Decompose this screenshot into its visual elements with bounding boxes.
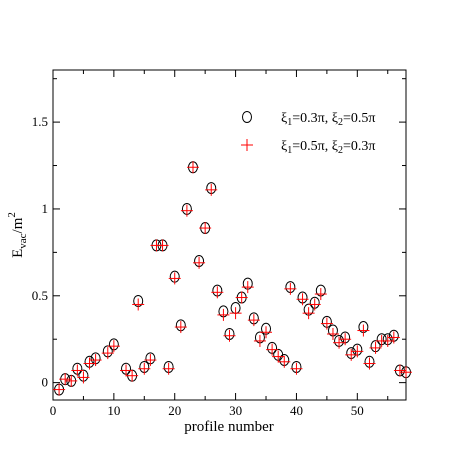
data-point-plus: [205, 183, 218, 196]
legend-1-sub-b: 2: [338, 117, 343, 128]
data-point-plus: [272, 350, 285, 363]
data-point-plus: [351, 345, 364, 358]
y-tick-label: 1.5: [32, 114, 48, 129]
data-point-plus: [302, 307, 315, 320]
data-point-plus: [320, 317, 333, 330]
data-point-plus: [211, 286, 224, 299]
x-tick-label: 10: [107, 403, 120, 418]
x-tick-label: 0: [50, 403, 57, 418]
y-tick-label: 1: [42, 201, 49, 216]
y-tick-label: 0.5: [32, 288, 48, 303]
y-tick-label: 0: [42, 375, 49, 390]
legend-label-series-1: ξ1=0.3π, ξ2=0.5π: [281, 111, 375, 128]
data-point-plus: [339, 333, 352, 346]
data-point-plus: [180, 204, 193, 217]
axis-ticks: 0 10 20 30 40 50 0 0.5 1 1.5: [32, 70, 406, 418]
data-point-plus: [260, 326, 273, 339]
data-points: [53, 161, 412, 396]
data-point-plus: [247, 314, 260, 327]
legend-label-series-2: ξ1=0.5π, ξ2=0.3π: [281, 139, 375, 156]
data-point-plus: [174, 321, 187, 334]
data-point-plus: [308, 298, 321, 311]
data-point-plus: [290, 362, 303, 375]
legend-marker-plus: [241, 139, 253, 151]
data-point-plus: [235, 291, 248, 304]
legend-marker-circle: [242, 111, 252, 123]
data-point-plus: [296, 293, 309, 306]
legend-1-part-c: =0.5π: [343, 111, 375, 126]
x-tick-label: 20: [168, 403, 181, 418]
plot-frame: [52, 69, 407, 401]
data-point-plus: [83, 357, 96, 370]
data-point-plus: [381, 334, 394, 347]
legend-2-part-b: =0.5π, ξ: [292, 139, 338, 154]
y-axis-label-main: E: [10, 249, 26, 258]
legend-2-sub-a: 1: [287, 145, 292, 156]
legend-1-part-a: ξ: [281, 111, 287, 126]
data-point-plus: [363, 357, 376, 370]
data-point-plus: [333, 336, 346, 349]
data-point-plus: [168, 272, 181, 285]
data-point-plus: [193, 256, 206, 269]
y-axis-label-sub: vac: [17, 233, 29, 248]
data-point-plus: [223, 329, 236, 342]
data-point-plus: [278, 355, 291, 368]
data-point-plus: [59, 373, 72, 386]
legend-1-sub-a: 1: [287, 117, 292, 128]
data-point-plus: [266, 343, 279, 356]
x-tick-label: 30: [229, 403, 242, 418]
data-point-plus: [77, 371, 90, 384]
data-point-plus: [186, 161, 199, 174]
data-point-plus: [132, 298, 145, 311]
data-point-plus: [53, 383, 66, 396]
data-point-plus: [241, 281, 254, 294]
data-point-plus: [400, 366, 412, 379]
data-point-plus: [217, 308, 230, 321]
data-point-plus: [393, 364, 406, 377]
y-axis-label-sup: 2: [6, 212, 18, 218]
legend: ξ1=0.3π, ξ2=0.5π ξ1=0.5π, ξ2=0.3π: [241, 111, 375, 156]
data-point-plus: [369, 341, 382, 354]
y-axis-label: Evac/m2: [6, 212, 29, 258]
data-point-plus: [284, 282, 297, 295]
data-point-plus: [199, 222, 212, 235]
data-point-plus: [138, 362, 151, 375]
data-point-plus: [101, 347, 114, 360]
x-tick-label: 50: [351, 403, 364, 418]
data-point-plus: [107, 340, 120, 353]
legend-1-part-b: =0.3π, ξ: [292, 111, 338, 126]
legend-2-part-c: =0.3π: [343, 139, 375, 154]
y-axis-label-rest: /m: [10, 217, 26, 233]
data-point-plus: [229, 307, 242, 320]
x-axis-label: profile number: [184, 419, 274, 435]
data-point-plus: [144, 354, 157, 367]
legend-2-sub-b: 2: [338, 145, 343, 156]
data-point-plus: [326, 328, 339, 340]
data-point-plus: [126, 369, 139, 382]
data-point-plus: [345, 348, 358, 361]
data-point-plus: [65, 374, 78, 387]
data-point-plus: [120, 364, 133, 377]
data-point-plus: [357, 324, 370, 337]
x-tick-label: 40: [290, 403, 303, 418]
data-point-plus: [314, 288, 327, 301]
data-point-plus: [71, 364, 84, 377]
data-point-plus: [156, 239, 169, 252]
data-point-plus: [387, 331, 400, 344]
data-point-plus: [253, 334, 266, 347]
data-point-plus: [89, 354, 102, 367]
data-point-plus: [162, 362, 175, 375]
legend-2-part-a: ξ: [281, 139, 287, 154]
